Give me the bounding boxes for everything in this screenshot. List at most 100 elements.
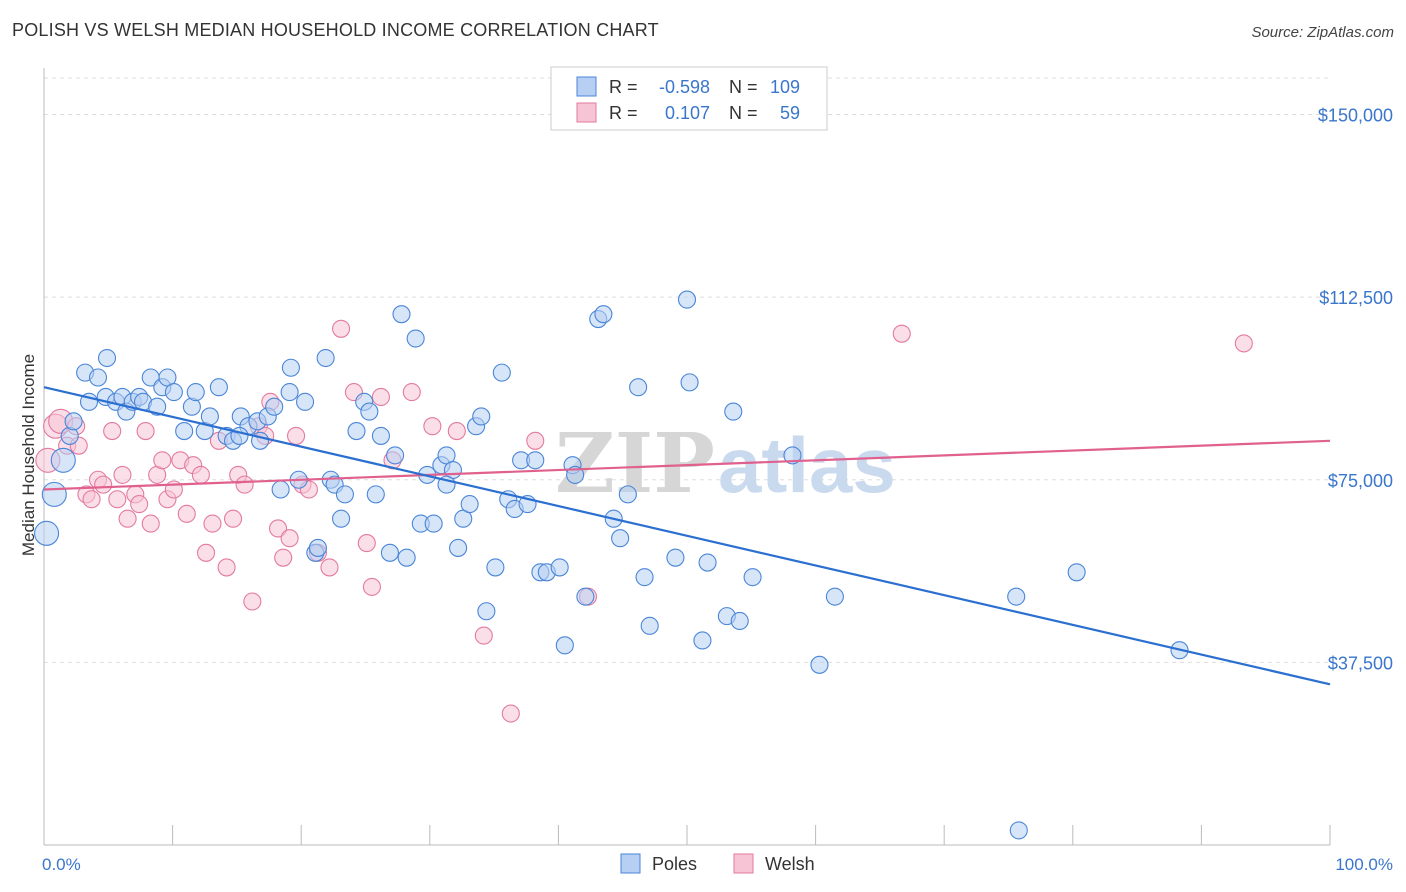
poles-point-86 [611,529,630,548]
poles-point-20 [164,383,183,402]
welsh-point-59 [1234,334,1253,353]
poles-point-82 [576,587,595,606]
poles-point-101 [810,655,829,674]
poles-point-1 [41,481,67,507]
welsh-points [35,319,1253,723]
welsh-point-15 [130,495,149,514]
poles-point-49 [360,402,379,421]
welsh-point-40 [287,426,306,445]
welsh-trend-line [43,439,1331,491]
poles-point-97 [724,402,743,421]
poles-point-103 [1009,821,1028,840]
welsh-point-7 [82,490,101,509]
welsh-point-12 [113,465,132,484]
poles-point-53 [386,446,405,465]
welsh-point-53 [447,422,466,441]
trend-lines [43,386,1331,686]
x-tick-label-min: 0.0% [42,855,81,874]
poles-point-2 [50,447,76,473]
poles-point-47 [347,422,366,441]
poles-point-89 [635,568,654,587]
poles-point-46 [335,485,354,504]
poles-points [34,290,1189,840]
welsh-point-38 [274,548,293,567]
poles-point-102 [825,587,844,606]
welsh-point-37 [269,519,288,538]
poles-point-90 [640,616,659,635]
welsh-point-23 [177,504,196,523]
welsh-point-48 [362,577,381,596]
poles-point-99 [743,568,762,587]
welsh-point-11 [108,490,127,509]
chart-title: POLISH VS WELSH MEDIAN HOUSEHOLD INCOME … [12,20,659,40]
welsh-point-25 [191,465,210,484]
poles-point-37 [281,358,300,377]
welsh-point-39 [280,529,299,548]
poles-point-87 [618,485,637,504]
poles-point-21 [175,422,194,441]
welsh-point-47 [357,534,376,553]
welsh-point-17 [141,514,160,533]
y-tick-label-2: $112,500 [1319,288,1393,308]
poles-trend-line [43,386,1331,686]
poles-point-54 [392,305,411,324]
poles-point-70 [492,363,511,382]
poles-point-23 [186,383,205,402]
welsh-point-45 [332,319,351,338]
welsh-point-58 [892,324,911,343]
poles-point-45 [332,509,351,528]
welsh-point-32 [235,475,254,494]
bottom-legend-swatch-welsh [733,853,754,874]
legend-r-value-welsh: 0.107 [665,103,710,123]
welsh-point-27 [203,514,222,533]
watermark: ZIP atlas [555,416,896,512]
bottom-legend-label-welsh: Welsh [765,854,815,874]
watermark-atlas: atlas [718,421,896,509]
poles-point-79 [555,636,574,655]
poles-point-94 [693,631,712,650]
legend-swatch-poles [576,76,597,97]
welsh-point-52 [423,417,442,436]
y-axis-label: Median Household Income [19,354,38,556]
poles-point-17 [148,397,167,416]
legend-r-label-poles: R = [609,77,638,97]
welsh-point-30 [223,509,243,528]
legend-n-label-poles: N = [729,77,758,97]
poles-point-39 [296,392,315,411]
poles-point-0 [34,520,60,546]
poles-point-67 [472,407,491,426]
welsh-point-29 [217,558,236,577]
poles-point-100 [783,446,802,465]
poles-point-35 [271,480,290,499]
poles-point-68 [477,602,496,621]
poles-point-69 [486,558,505,577]
legend-swatch-welsh [576,102,597,123]
poles-point-92 [677,290,697,309]
poles-point-36 [280,383,299,402]
poles-point-84 [594,305,613,324]
poles-point-25 [200,407,219,426]
bottom-legend-swatch-poles [620,853,641,874]
legend-n-value-poles: 109 [770,77,800,97]
poles-point-93 [680,373,699,392]
poles-point-26 [209,378,228,397]
poles-point-34 [265,397,284,416]
poles-point-59 [424,514,443,533]
poles-point-42 [316,348,335,368]
grid-lines [44,77,1330,663]
y-tick-labels: $37,500 $75,000 $112,500 $150,000 [1318,106,1393,674]
source-label: Source: ZipAtlas.com [1251,24,1394,41]
bottom-legend-label-poles: Poles [652,854,697,874]
y-tick-label-0: $37,500 [1328,653,1393,673]
poles-point-50 [366,485,385,504]
legend-r-label-welsh: R = [609,103,638,123]
welsh-point-56 [526,431,545,450]
poles-point-56 [406,329,425,348]
poles-point-75 [526,451,545,470]
welsh-point-51 [402,383,421,402]
poles-point-105 [1067,563,1086,582]
poles-point-51 [371,426,390,445]
welsh-point-19 [153,451,172,470]
legend-box: R = -0.598 N = 109 R = 0.107 N = 59 [550,66,828,131]
